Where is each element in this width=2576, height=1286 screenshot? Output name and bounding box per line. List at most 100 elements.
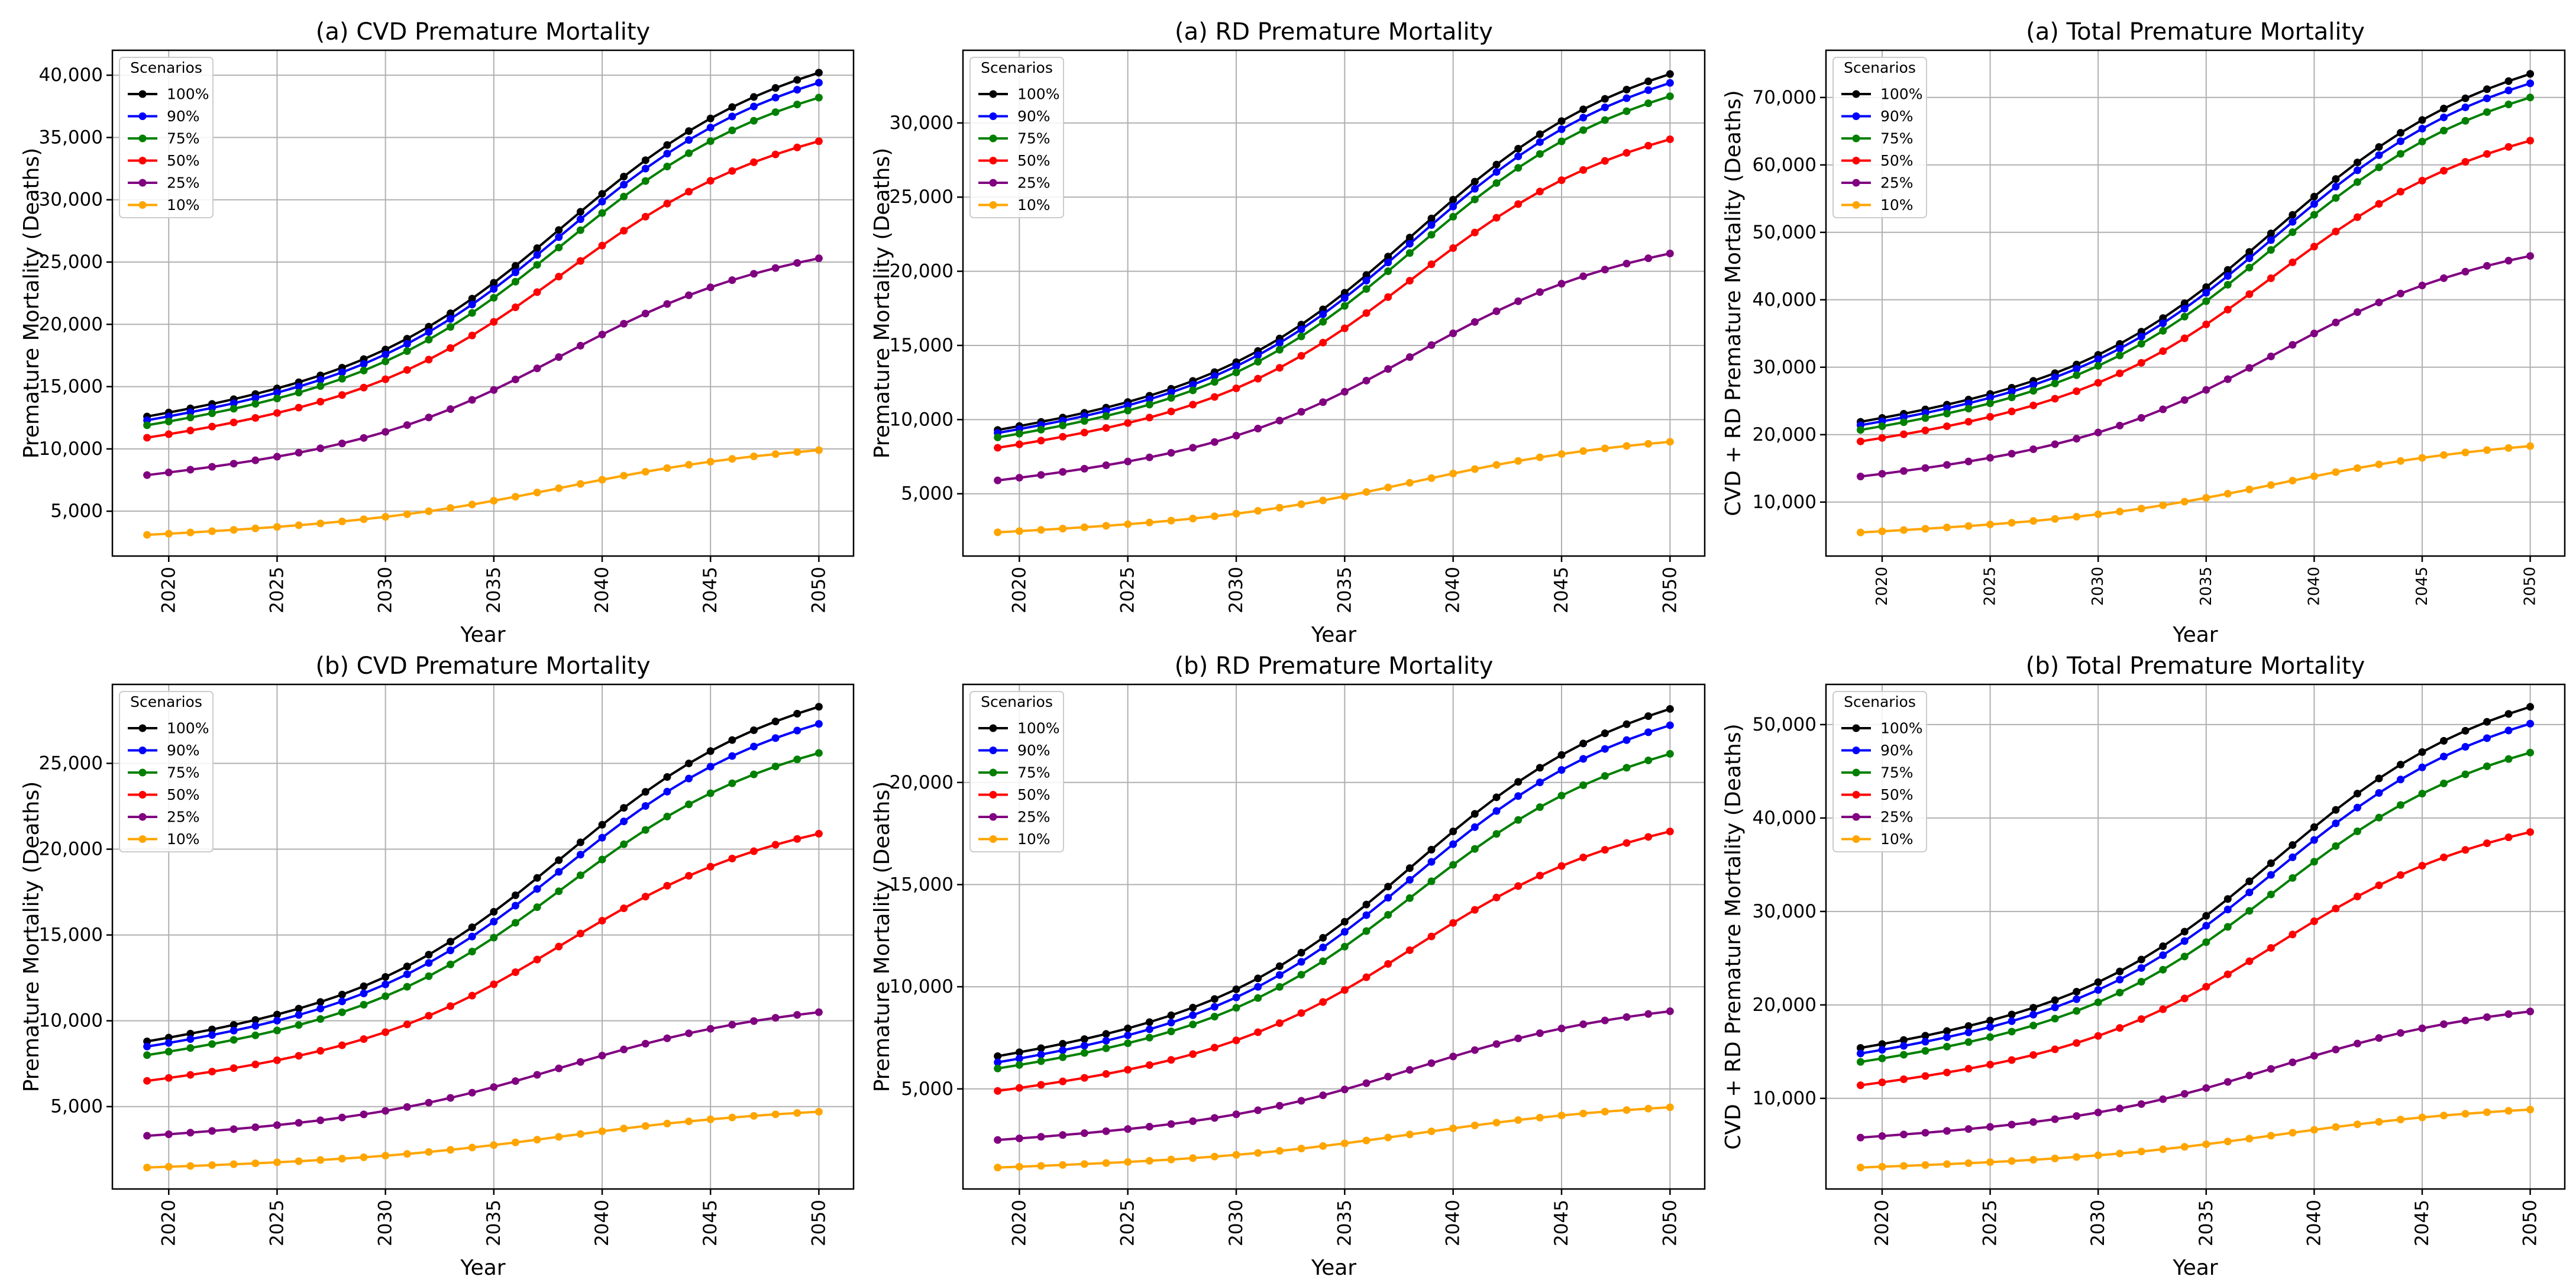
data-point [598, 476, 606, 484]
data-point [598, 1127, 606, 1135]
data-point [316, 1004, 325, 1013]
series-line-100pct [1860, 73, 2531, 424]
data-point [1492, 168, 1501, 176]
data-point [1037, 1162, 1045, 1170]
x-tick-label: 2030 [2087, 1200, 2109, 1246]
data-point [425, 413, 433, 422]
data-point [2094, 1109, 2102, 1117]
data-point [382, 357, 390, 366]
data-point [994, 1064, 1002, 1072]
data-point [620, 804, 628, 812]
data-point [1622, 720, 1631, 728]
data-point [403, 962, 411, 971]
data-point [1102, 1070, 1110, 1078]
legend-entry: 10% [1880, 831, 1914, 848]
chart-panel-2: 2020 2025 2030 2035 2040 2045 2050 5,000 10,000 1… [870, 18, 1706, 647]
data-point [1037, 1051, 1045, 1059]
data-point [1189, 1020, 1197, 1029]
data-point [2180, 928, 2189, 936]
data-point [230, 526, 238, 534]
data-point [1232, 1004, 1240, 1012]
data-point [316, 1116, 325, 1125]
legend-swatch-marker [1852, 835, 1860, 843]
data-point [208, 1040, 216, 1048]
data-point [815, 749, 823, 757]
data-point [2180, 1143, 2189, 1151]
data-point [1449, 202, 1457, 211]
data-point [2116, 1149, 2124, 1158]
data-point [1601, 1016, 1609, 1025]
data-point [382, 1152, 390, 1160]
data-point [2008, 1010, 2016, 1019]
data-point [706, 283, 715, 292]
data-point [728, 779, 736, 787]
data-point [1856, 426, 1864, 434]
data-point [1254, 358, 1262, 366]
data-point [1601, 103, 1609, 111]
data-point [2223, 895, 2232, 903]
data-point [1405, 894, 1414, 902]
data-point [1189, 1003, 1197, 1012]
data-point [208, 1161, 216, 1169]
data-point [1210, 512, 1218, 521]
data-point [2159, 405, 2167, 413]
x-tick-label: 2035 [483, 567, 505, 613]
data-point [2289, 874, 2297, 882]
data-point [1275, 339, 1284, 347]
legend-entry: 25% [167, 175, 200, 192]
data-point [1275, 971, 1284, 979]
data-point [403, 510, 411, 518]
data-point [1579, 114, 1588, 122]
x-tick-label: 2045 [1551, 567, 1572, 613]
legend-entry: 100% [1017, 720, 1059, 737]
data-point [1037, 1044, 1045, 1052]
data-point [1232, 993, 1240, 1001]
data-point [771, 450, 780, 458]
data-point [2245, 1135, 2254, 1143]
data-point [1275, 983, 1284, 991]
data-point [555, 856, 563, 864]
data-point [2396, 871, 2404, 879]
data-point [1254, 1149, 1262, 1157]
data-point [1102, 522, 1110, 530]
data-point [1124, 1031, 1132, 1039]
data-point [2353, 178, 2361, 186]
data-point [1275, 503, 1284, 512]
data-point [1579, 854, 1588, 862]
data-point [1579, 126, 1588, 134]
data-point [2029, 1156, 2038, 1164]
data-point [2310, 329, 2318, 338]
data-point [360, 1153, 368, 1161]
data-point [555, 868, 563, 876]
data-point [749, 158, 758, 166]
x-tick-label: 2020 [158, 567, 179, 613]
data-point [2094, 998, 2102, 1006]
legend-entry: 10% [167, 831, 200, 848]
data-point [511, 1138, 519, 1146]
data-point [2267, 236, 2275, 244]
data-point [598, 198, 606, 206]
y-axis-label: Premature Mortality (Deaths) [20, 781, 44, 1093]
data-point [1470, 906, 1479, 914]
data-point [1189, 444, 1197, 452]
data-point [1557, 791, 1566, 800]
data-point [2439, 113, 2448, 121]
data-point [2461, 158, 2470, 166]
legend-title: Scenarios [981, 59, 1053, 76]
legend-swatch-marker [138, 724, 147, 732]
data-point [1124, 1024, 1132, 1032]
data-point [2526, 1106, 2535, 1114]
data-point [468, 1088, 476, 1097]
data-point [2310, 1052, 2318, 1060]
data-point [771, 108, 780, 117]
legend-swatch-marker [1852, 134, 1860, 143]
data-point [533, 955, 541, 964]
data-point [641, 467, 649, 476]
data-point [2008, 1027, 2016, 1036]
data-point [1340, 1139, 1349, 1148]
data-point [447, 504, 455, 512]
y-tick-label: 10,000 [890, 409, 954, 430]
data-point [2418, 125, 2426, 133]
data-point [1145, 1025, 1153, 1033]
y-tick-label: 20,000 [890, 772, 954, 793]
